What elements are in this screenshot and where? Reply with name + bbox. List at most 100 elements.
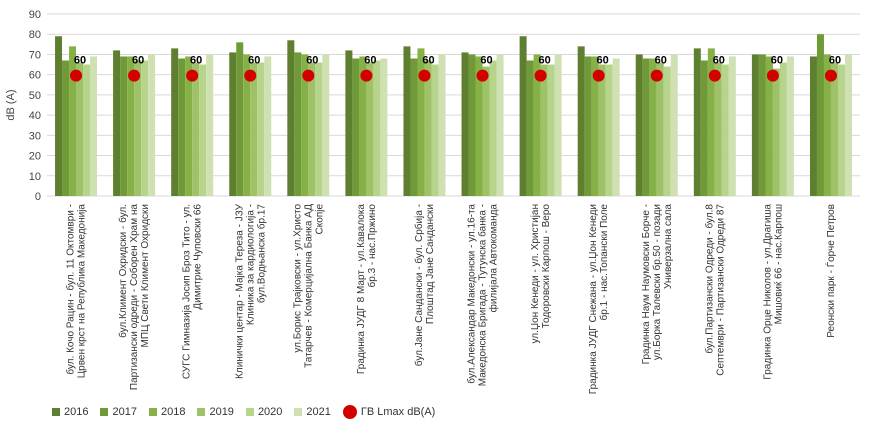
bar — [264, 56, 272, 196]
category-label-line: Тодоровски Карпош - Веро — [541, 204, 552, 329]
bar — [90, 56, 98, 196]
bar — [693, 48, 701, 196]
bar — [76, 62, 84, 197]
limit-point — [766, 69, 779, 82]
limit-data-label: 60 — [190, 55, 202, 67]
bar — [141, 60, 149, 197]
bar — [113, 50, 121, 197]
category-label: ул.Џон Кенеди - ул. Христијан Тодоровски … — [530, 204, 552, 344]
category-label-line: Скопје — [314, 204, 325, 235]
bar — [844, 54, 852, 196]
bar — [192, 62, 200, 197]
grid-lines — [47, 13, 860, 197]
bar — [431, 64, 439, 196]
legend-item-limit: ГВ Lmax dB(A) — [342, 405, 435, 419]
bar — [772, 68, 780, 196]
bar — [728, 56, 736, 196]
legend-label: 2018 — [160, 406, 186, 418]
category-label-line: ул.Џон Кенеди - ул. Христијан — [530, 204, 541, 343]
bar — [591, 56, 599, 196]
legend-item: 2016 — [52, 406, 88, 418]
bar — [322, 54, 330, 196]
bar — [758, 54, 766, 196]
limit-data-label: 60 — [74, 55, 86, 67]
limit-point — [650, 69, 663, 82]
category-label-line: Плоштад Јане Сандански — [425, 204, 436, 324]
category-label: бул. Кочо Рацин - бул. 11 Октомври - Црве… — [65, 204, 88, 379]
legend-label: 2019 — [209, 406, 234, 418]
limit-data-label: 60 — [713, 55, 725, 67]
bar — [779, 62, 787, 197]
bar — [438, 54, 446, 196]
bar — [656, 62, 664, 197]
bar — [830, 62, 838, 197]
bar — [257, 62, 265, 197]
limit-data-label: 60 — [422, 55, 434, 67]
bar — [55, 36, 63, 196]
bar — [410, 58, 418, 196]
bar — [315, 62, 323, 197]
bar — [120, 56, 128, 196]
limit-point — [534, 69, 547, 82]
bar — [380, 58, 388, 196]
bar — [178, 58, 186, 196]
limit-markers: 60 60 60 60 60 60 60 60 60 60 60 60 60 60 — [70, 55, 841, 82]
category-label-line: Универзална сала — [663, 204, 674, 289]
category-label-line: бр.3 - нас.Пржино — [366, 204, 378, 288]
bar — [345, 50, 353, 197]
bar — [489, 60, 497, 197]
legend-item: 2021 — [294, 406, 331, 418]
bar — [185, 56, 193, 196]
bar — [83, 64, 91, 196]
limit-data-label: 60 — [829, 55, 841, 67]
bar — [468, 54, 476, 196]
legend-label: 2021 — [306, 406, 331, 418]
bar — [605, 64, 613, 196]
bar — [786, 56, 794, 196]
bar — [475, 56, 483, 196]
bar — [533, 54, 541, 196]
limit-data-label: 60 — [655, 55, 667, 67]
category-label: бул.Климент Охридски - бул. Партизански о… — [117, 204, 151, 391]
category-label: Реонски парк - Ѓорче Петров — [824, 204, 837, 338]
bar — [301, 54, 309, 196]
bar — [823, 54, 831, 196]
bar — [366, 62, 374, 197]
bar — [751, 54, 759, 196]
bar — [714, 62, 722, 197]
category-label-line: Клинички центар - Мајка Тереза - ЈЗУ — [234, 203, 245, 379]
y-tick-labels: 0 10 20 30 40 50 60 70 80 90 — [29, 9, 41, 203]
bar — [670, 54, 678, 196]
category-label-line: бул.Климент Охридски - бул. — [117, 204, 129, 338]
bar — [69, 46, 77, 196]
category-label: Градинка Орце Николов - ул.Драгиша Мишови… — [762, 204, 784, 380]
legend-label: 2016 — [64, 406, 89, 418]
bar — [765, 56, 773, 196]
bar — [206, 54, 214, 196]
bars — [55, 34, 852, 197]
category-label-line: Септември - Партизански Одреди 87 — [715, 204, 726, 376]
category-label: Градинка Наум Наумовски Борче - ул.Борка … — [641, 204, 674, 365]
category-label: Градинка ЈУДГ Снежана - ул.Џон Кенеди бр.… — [588, 204, 610, 395]
limit-point — [302, 69, 315, 82]
bar — [229, 52, 237, 196]
y-tick-label: 90 — [29, 9, 41, 21]
bar — [635, 54, 643, 196]
category-label: бул.Александар Македонски - ул.16-та Маке… — [466, 204, 500, 387]
category-label: бул.Јане Сандански - бул. Србија - Плошта… — [413, 204, 436, 366]
bar — [663, 66, 671, 196]
legend-item: 2018 — [148, 406, 186, 418]
bar — [352, 58, 360, 196]
category-label-line: Градинка ЈУДГ Снежана - ул.Џон Кенеди — [588, 204, 599, 394]
category-label-line: Партизански одреди - Соборен Храм на — [128, 204, 140, 391]
limit-point — [418, 69, 431, 82]
limit-data-label: 60 — [132, 55, 144, 67]
category-label-line: Клиника за кардиологија - — [245, 204, 256, 325]
category-label-line: Мишовиќ 66 - нас.Карпош — [773, 204, 784, 324]
bar — [526, 60, 534, 197]
bar — [171, 48, 179, 196]
bar — [598, 64, 606, 196]
bar — [642, 58, 650, 196]
category-label-line: Црвен крст на Република Македонија — [76, 204, 88, 379]
